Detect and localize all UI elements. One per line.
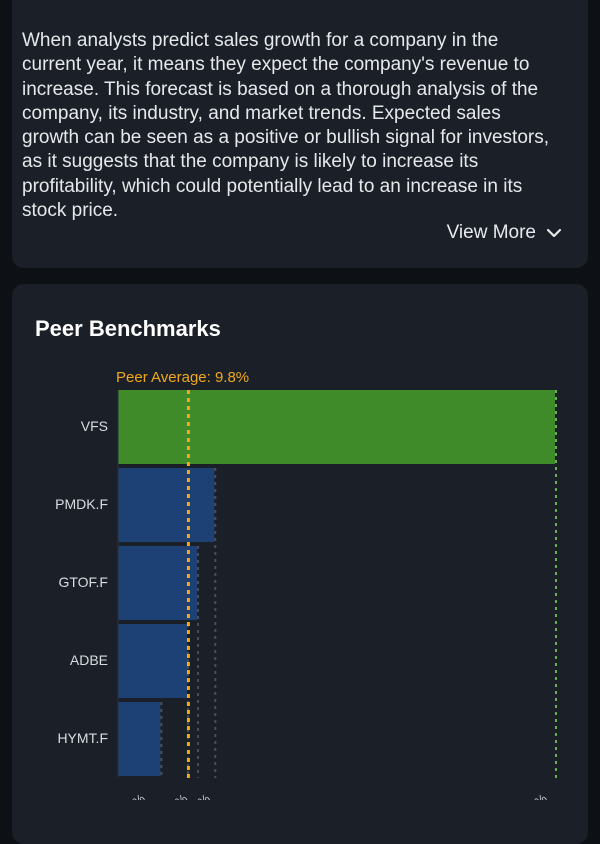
bar-vfs xyxy=(118,390,555,464)
bar-gtof-f xyxy=(118,546,198,620)
view-more-label: View More xyxy=(446,222,536,243)
x-tick-label: % xyxy=(194,791,213,800)
bar-label: ADBE xyxy=(69,652,108,668)
bar-label: HYMT.F xyxy=(57,730,108,746)
description-card xyxy=(12,0,588,268)
bar-hymt-f xyxy=(118,702,161,776)
chevron-down-icon xyxy=(546,228,562,238)
bar-label: GTOF.F xyxy=(58,574,108,590)
sales-growth-description: When analysts predict sales growth for a… xyxy=(22,30,549,222)
x-tick-label: 8% xyxy=(526,791,550,800)
x-tick-label: % xyxy=(172,791,191,800)
bar-label: PMDK.F xyxy=(55,496,108,512)
peer-benchmarks-title: Peer Benchmarks xyxy=(35,316,221,341)
peer-average-label: Peer Average: 9.8% xyxy=(116,369,250,386)
peer-benchmarks-card xyxy=(12,284,588,844)
view-more-button[interactable]: View More xyxy=(447,222,562,244)
peer-benchmarks-chart: 0%%% 8% xyxy=(117,390,557,800)
bar-pmdk-f xyxy=(118,468,215,542)
x-tick-label: 0% xyxy=(124,791,148,800)
bar-adbe xyxy=(118,624,187,698)
bar-label: VFS xyxy=(80,418,108,434)
